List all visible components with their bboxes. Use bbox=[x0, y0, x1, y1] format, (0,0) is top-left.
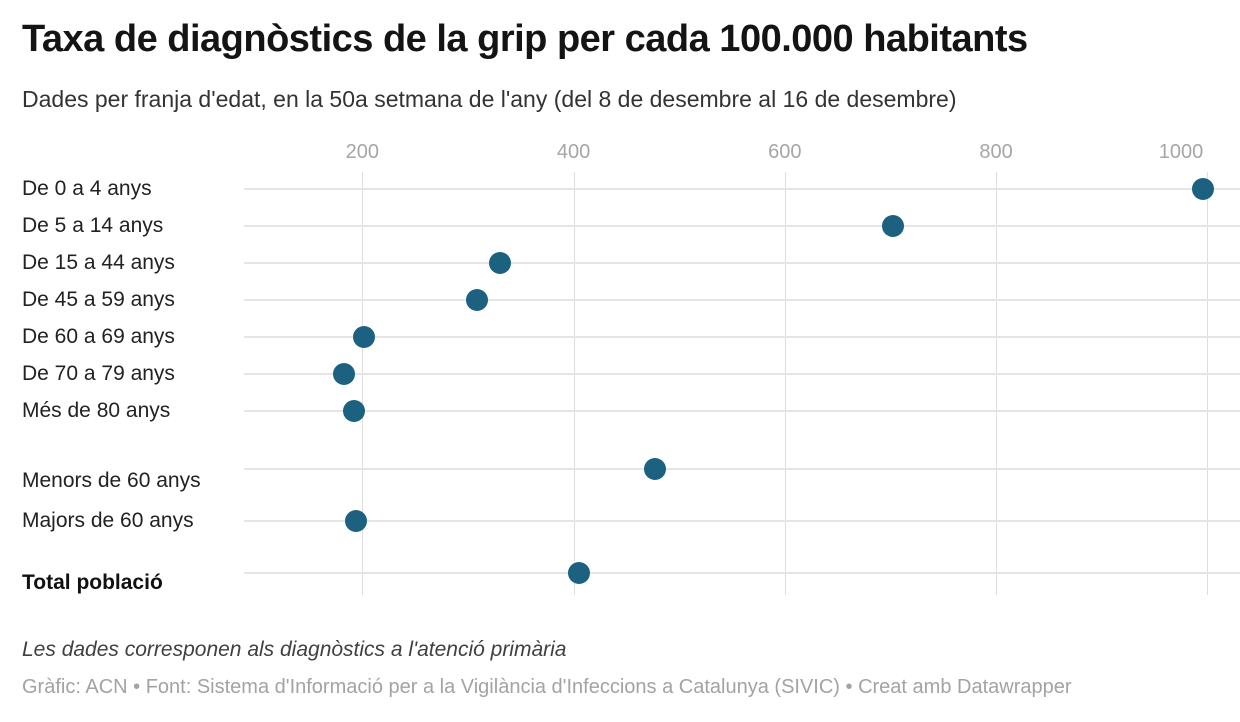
data-point-de-60-a-69-anys bbox=[353, 325, 376, 348]
chart-row-de-5-a-14-anys: De 5 a 14 anys bbox=[0, 207, 1240, 244]
category-label-de-15-a-44-anys: De 15 a 44 anys bbox=[22, 250, 175, 274]
row-line-m-s-de-80-anys bbox=[244, 409, 1240, 412]
row-track-majors-de-60-anys bbox=[244, 495, 1240, 547]
x-axis-gridlines bbox=[244, 172, 1240, 595]
gridline-400 bbox=[573, 172, 575, 595]
category-label-majors-de-60-anys: Majors de 60 anys bbox=[22, 509, 194, 532]
row-line-de-45-a-59-anys bbox=[244, 298, 1240, 301]
chart-row-de-15-a-44-anys: De 15 a 44 anys bbox=[0, 244, 1240, 281]
row-track-de-70-a-79-anys bbox=[244, 355, 1240, 392]
chart-row-de-45-a-59-anys: De 45 a 59 anys bbox=[0, 281, 1240, 318]
data-point-de-15-a-44-anys bbox=[488, 251, 511, 274]
chart-row-m-s-de-80-anys: Més de 80 anys bbox=[0, 392, 1240, 429]
row-track-m-s-de-80-anys bbox=[244, 392, 1240, 429]
chart-note: Les dades corresponen als diagnòstics a … bbox=[22, 638, 567, 661]
chart-row-total-poblaci: Total població bbox=[0, 547, 1240, 599]
chart-header: Taxa de diagnòstics de la grip per cada … bbox=[22, 18, 1218, 113]
row-line-menors-de-60-anys bbox=[244, 468, 1240, 470]
data-point-m-s-de-80-anys bbox=[342, 399, 365, 422]
row-line-total-poblaci bbox=[244, 572, 1240, 574]
chart-title: Taxa de diagnòstics de la grip per cada … bbox=[22, 18, 1028, 60]
row-track-de-45-a-59-anys bbox=[244, 281, 1240, 318]
category-label-de-45-a-59-anys: De 45 a 59 anys bbox=[22, 287, 175, 311]
category-label-total-poblaci: Total població bbox=[22, 571, 163, 594]
chart-row-majors-de-60-anys: Majors de 60 anys bbox=[0, 495, 1240, 547]
gridline-1000 bbox=[1207, 172, 1209, 595]
gridline-800 bbox=[996, 172, 998, 595]
row-line-de-70-a-79-anys bbox=[244, 372, 1240, 375]
category-label-de-60-a-69-anys: De 60 a 69 anys bbox=[22, 324, 175, 348]
category-label-menors-de-60-anys: Menors de 60 anys bbox=[22, 469, 201, 492]
dot-plot-chart: 200 400 600 800 1000 De 0 a 4 anys De 5 a 14 … bbox=[0, 140, 1240, 600]
row-line-de-0-a-4-anys bbox=[244, 187, 1240, 190]
chart-row-de-0-a-4-anys: De 0 a 4 anys bbox=[0, 170, 1240, 207]
data-point-de-70-a-79-anys bbox=[333, 362, 356, 385]
row-line-de-15-a-44-anys bbox=[244, 261, 1240, 264]
chart-row-de-60-a-69-anys: De 60 a 69 anys bbox=[0, 318, 1240, 355]
x-axis-tick-800: 800 bbox=[979, 141, 1013, 163]
data-point-de-45-a-59-anys bbox=[466, 288, 489, 311]
x-axis-tick-labels: 200 400 600 800 1000 bbox=[244, 140, 1240, 170]
data-point-de-0-a-4-anys bbox=[1192, 177, 1215, 200]
row-line-majors-de-60-anys bbox=[244, 520, 1240, 522]
row-track-de-5-a-14-anys bbox=[244, 207, 1240, 244]
data-point-majors-de-60-anys bbox=[344, 510, 367, 532]
data-point-de-5-a-14-anys bbox=[881, 214, 904, 237]
category-label-de-70-a-79-anys: De 70 a 79 anys bbox=[22, 361, 175, 385]
x-axis-tick-200: 200 bbox=[345, 141, 379, 163]
data-point-menors-de-60-anys bbox=[643, 458, 666, 480]
row-track-de-15-a-44-anys bbox=[244, 244, 1240, 281]
data-point-total-poblaci bbox=[567, 562, 590, 584]
chart-subtitle: Dades per franja d'edat, en la 50a setma… bbox=[22, 85, 957, 112]
chart-rows: De 0 a 4 anys De 5 a 14 anys De 15 a 44 an… bbox=[0, 170, 1240, 599]
chart-row-de-70-a-79-anys: De 70 a 79 anys bbox=[0, 355, 1240, 392]
row-track-de-60-a-69-anys bbox=[244, 318, 1240, 355]
chart-row-menors-de-60-anys: Menors de 60 anys bbox=[0, 443, 1240, 495]
category-label-m-s-de-80-anys: Més de 80 anys bbox=[22, 398, 171, 422]
row-track-total-poblaci bbox=[244, 547, 1240, 599]
category-label-de-5-a-14-anys: De 5 a 14 anys bbox=[22, 213, 164, 237]
row-line-de-60-a-69-anys bbox=[244, 335, 1240, 338]
chart-credits: Gràfic: ACN • Font: Sistema d'Informació… bbox=[22, 676, 1072, 698]
x-axis-tick-600: 600 bbox=[768, 141, 802, 163]
gridline-600 bbox=[784, 172, 786, 595]
row-track-menors-de-60-anys bbox=[244, 443, 1240, 495]
row-line-de-5-a-14-anys bbox=[244, 224, 1240, 227]
row-track-de-0-a-4-anys bbox=[244, 170, 1240, 207]
x-axis-tick-400: 400 bbox=[556, 141, 591, 163]
category-label-de-0-a-4-anys: De 0 a 4 anys bbox=[22, 176, 152, 200]
x-axis-tick-1000: 1000 bbox=[1158, 141, 1204, 163]
gridline-200 bbox=[362, 172, 364, 595]
